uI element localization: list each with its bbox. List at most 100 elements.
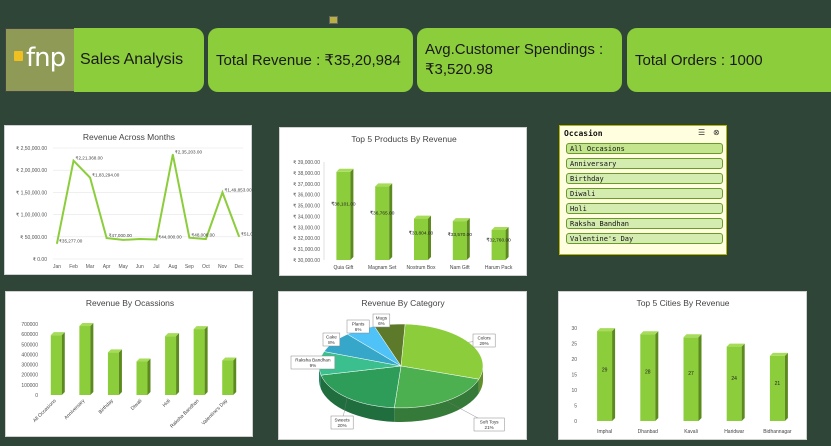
- chart-title: Revenue By Ocassions: [86, 298, 174, 308]
- slicer-item[interactable]: All Occasions: [566, 143, 723, 154]
- slicer-item[interactable]: Raksha Bandhan: [566, 218, 723, 229]
- data-point: [56, 242, 58, 245]
- x-tick-label: Dhanbad: [638, 429, 659, 435]
- slicer-item[interactable]: Birthday: [566, 173, 723, 184]
- bar-side: [389, 183, 393, 260]
- top-products-svg: Top 5 Products By Revenue ₹ 30,000.00 ₹ 31…: [293, 134, 513, 271]
- multi-select-icon[interactable]: ☰: [698, 128, 706, 137]
- x-tick-label: Valentine's Day: [201, 398, 230, 427]
- pie-slice: [400, 323, 484, 380]
- revenue-occasions-svg: Revenue By Ocassions 0 100000 200000 300000 4…: [21, 298, 237, 430]
- data-point: [72, 159, 75, 162]
- occasion-bar: [136, 361, 148, 395]
- bar-top: [136, 358, 151, 362]
- city-bar: [769, 355, 785, 421]
- data-point: [155, 238, 158, 241]
- slice-label-box: [330, 415, 354, 430]
- data-label: ₹51,000.00: [241, 231, 253, 236]
- data-label: 24: [731, 376, 737, 382]
- x-tick-label: Birthday: [98, 398, 116, 416]
- chart-top-products: Top 5 Products By Revenue ₹ 30,000.00 ₹ 31…: [279, 127, 527, 276]
- slice-name: Soft Toys: [480, 420, 500, 425]
- data-point: [105, 237, 108, 239]
- x-tick-label: Apr: [103, 264, 111, 270]
- data-label: ₹47,000.00: [109, 233, 133, 238]
- kpi-avg-spending-label: Avg.Customer Spendings : ₹3,520.98: [425, 41, 604, 78]
- product-bar: [491, 229, 506, 260]
- slice-percent: 9%: [310, 363, 317, 368]
- occasion-slicer[interactable]: Occasion ☰ ⊗ All Occasions Anniversary Bir…: [559, 125, 727, 255]
- y-tick-label: 300000: [21, 363, 38, 369]
- gift-bag-icon: [14, 51, 23, 61]
- chart-revenue-category: Revenue By Category Colors 29% Soft Toys 21%…: [278, 291, 527, 440]
- x-tick-label: Jun: [136, 264, 144, 270]
- y-tick-label: ₹ 0.00: [33, 257, 48, 263]
- x-tick-label: Raksha Bandhan: [169, 398, 201, 430]
- bar-top: [452, 218, 470, 222]
- product-bar: [452, 221, 467, 260]
- x-tick-label: Diwali: [130, 398, 144, 412]
- slice-name: Sweets: [335, 418, 351, 423]
- chart-title: Revenue Across Months: [83, 132, 175, 142]
- x-tick-label: Imphal: [597, 429, 612, 435]
- data-label: ₹36,765.00: [370, 210, 395, 216]
- y-tick-label: 400000: [21, 352, 38, 358]
- data-label: ₹44,000.00: [158, 234, 182, 239]
- slicer-item[interactable]: Holi: [566, 203, 723, 214]
- bar-side: [428, 215, 431, 260]
- occasion-bar: [193, 329, 205, 395]
- slicer-item[interactable]: Valentine's Day: [566, 233, 723, 244]
- bar-top: [769, 352, 788, 356]
- bar-top: [726, 343, 745, 347]
- bar-side: [204, 326, 208, 395]
- product-bar: [414, 218, 428, 260]
- slice-percent: 8%: [328, 340, 335, 345]
- y-tick-label: 30: [571, 326, 577, 332]
- city-bar: [683, 337, 699, 421]
- slicer-item[interactable]: Diwali: [566, 188, 723, 199]
- x-tick-label: Nostrum Box: [407, 265, 436, 271]
- slice-percent: 20%: [337, 423, 346, 428]
- data-point: [89, 176, 91, 179]
- bar-top: [222, 357, 237, 361]
- slicer-item[interactable]: Anniversary: [566, 158, 723, 169]
- revenue-line: [56, 154, 240, 244]
- city-bar: [640, 334, 656, 421]
- clear-filter-icon[interactable]: ⊗: [713, 128, 720, 137]
- bar-side: [118, 349, 122, 395]
- bar-side: [505, 226, 509, 260]
- y-tick-label: 700000: [21, 322, 38, 328]
- pie-slice-side: [319, 366, 321, 390]
- x-tick-label: May: [118, 264, 128, 270]
- x-tick-label: Quia Gift: [334, 265, 354, 271]
- x-tick-label: Oct: [202, 264, 210, 270]
- data-label: ₹48,000.00: [191, 233, 215, 238]
- kpi-total-revenue: Total Revenue : ₹35,20,984: [208, 28, 413, 92]
- occasion-bar: [222, 360, 234, 395]
- chart-title: Top 5 Products By Revenue: [351, 134, 457, 144]
- y-tick-label: 5: [574, 404, 577, 410]
- x-tick-label: Aug: [168, 264, 177, 270]
- data-label: ₹35,277.00: [59, 238, 83, 243]
- slice-percent: 6%: [355, 327, 362, 332]
- x-tick-label: Dec: [235, 264, 244, 270]
- slice-label-box: [473, 417, 505, 432]
- y-tick-label: ₹ 32,000.00: [293, 236, 320, 242]
- y-tick-label: 0: [35, 393, 38, 399]
- x-tick-label: Holi: [162, 398, 172, 408]
- kpi-total-orders: Total Orders : 1000: [627, 28, 831, 92]
- y-tick-label: ₹ 35,000.00: [293, 204, 320, 210]
- x-tick-label: Mar: [86, 264, 95, 270]
- y-tick-label: ₹ 36,000.00: [293, 193, 320, 199]
- y-tick-label: 200000: [21, 373, 38, 379]
- logo-text: fnp: [26, 43, 66, 73]
- slice-percent: 29%: [479, 341, 488, 346]
- data-label: ₹2,21,368.00: [76, 156, 104, 161]
- y-tick-label: 25: [571, 342, 577, 348]
- data-point: [122, 239, 124, 241]
- y-tick-label: 10: [571, 388, 577, 394]
- revenue-months-svg: Revenue Across Months ₹ 0.00 ₹ 50,000.00 ₹ …: [16, 132, 253, 270]
- pie-slice-side: [394, 379, 479, 422]
- bar-side: [61, 332, 65, 395]
- page-title: Sales Analysis: [80, 51, 184, 68]
